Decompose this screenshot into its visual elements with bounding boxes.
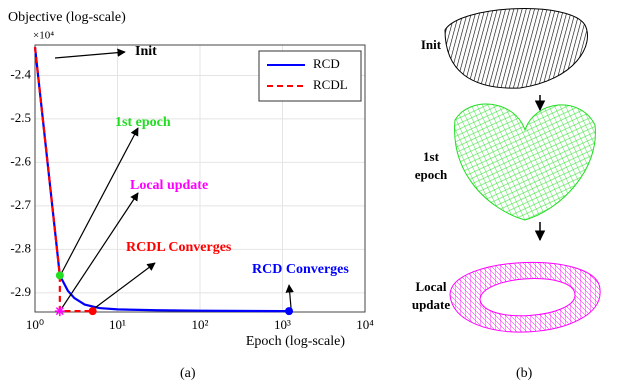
- epoch-shape: [455, 104, 596, 220]
- stage-label: Init: [408, 36, 454, 54]
- annotation: Init: [135, 44, 157, 59]
- figure: Objective (log-scale) ×10⁴ Epoch (log-sc…: [0, 0, 618, 390]
- y-multiplier: ×10⁴: [33, 30, 54, 42]
- point-marker: [89, 307, 97, 315]
- x-tick-label: 10³: [274, 317, 291, 332]
- y-tick-label: -2.4: [10, 66, 31, 81]
- y-axis-label: Objective (log-scale): [8, 10, 126, 25]
- chart: Objective (log-scale) ×10⁴ Epoch (log-sc…: [0, 0, 400, 360]
- x-axis-label: Epoch (log-scale): [246, 334, 345, 349]
- y-tick-label: -2.9: [10, 284, 31, 299]
- caption: (a): [180, 366, 196, 382]
- annotation: 1st epoch: [115, 115, 171, 130]
- legend-label: RCDL: [313, 77, 348, 92]
- local-update-shape: [450, 262, 600, 332]
- x-tick-label: 10⁴: [356, 317, 374, 332]
- y-tick-label: -2.6: [10, 153, 31, 168]
- annotation: RCDL Converges: [126, 240, 232, 255]
- x-tick-label: 10⁰: [26, 317, 44, 332]
- y-tick-label: -2.7: [10, 197, 31, 212]
- stage-label: 1st epoch: [408, 148, 454, 184]
- init-shape: [445, 9, 587, 89]
- annotation: Local update: [130, 178, 208, 193]
- caption: (b): [516, 366, 532, 382]
- y-tick-label: -2.8: [10, 240, 31, 255]
- x-tick-label: 10²: [192, 317, 209, 332]
- x-tick-label: 10¹: [109, 317, 126, 332]
- stage-label: Local update: [408, 278, 454, 314]
- point-marker: [56, 271, 64, 279]
- point-marker: [285, 307, 293, 315]
- point-marker: [55, 306, 65, 316]
- y-tick-label: -2.5: [10, 110, 31, 125]
- annotation: RCD Converges: [252, 262, 349, 277]
- legend-label: RCD: [313, 56, 340, 71]
